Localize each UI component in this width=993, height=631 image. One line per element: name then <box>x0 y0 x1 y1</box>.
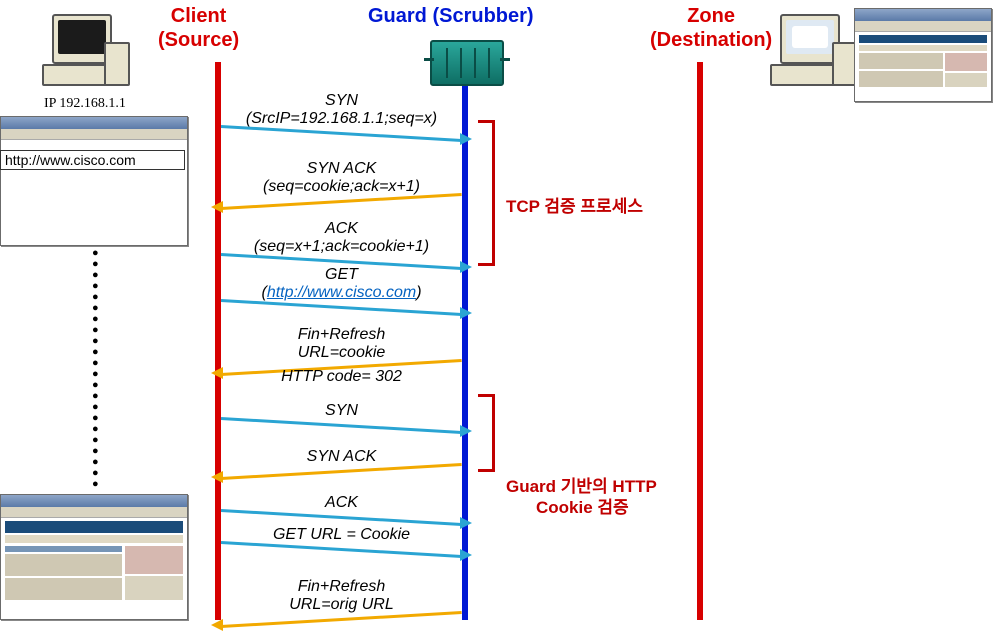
message-arrowhead-3 <box>460 307 472 319</box>
zone-title-l2: (Destination) <box>650 29 772 51</box>
lane-zone-title: Zone (Destination) <box>650 4 772 52</box>
message-arrowhead-9 <box>460 549 472 561</box>
message-arrowhead-8 <box>460 517 472 529</box>
lifeline-guard <box>462 62 468 620</box>
message-label-3: GET(http://www.cisco.com) <box>227 266 457 303</box>
client-title-l2: (Source) <box>158 29 239 51</box>
message-arrowhead-10 <box>211 619 223 631</box>
guard-title-l2: (Scrubber) <box>432 5 533 27</box>
message-label-2: ACK(seq=x+1;ack=cookie+1) <box>227 220 457 257</box>
message-label-8: ACK <box>227 494 457 512</box>
message-label-0: SYN(SrcIP=192.168.1.1;seq=x) <box>227 92 457 129</box>
message-label-10: Fin+RefreshURL=orig URL <box>227 578 457 615</box>
dots-connector: ●●●●●●●●●●●●●●●●●●●●●● <box>92 248 99 490</box>
lane-client-title: Client (Source) <box>158 4 239 52</box>
client-pc-icon <box>42 14 132 94</box>
lifeline-zone <box>697 62 703 620</box>
bracket-0 <box>478 120 495 266</box>
message-arrowhead-0 <box>460 133 472 145</box>
message-label-9: GET URL = Cookie <box>227 526 457 544</box>
client-ip-label: IP 192.168.1.1 <box>44 96 126 112</box>
lifeline-client <box>215 62 221 620</box>
message-arrowhead-7 <box>211 471 223 483</box>
bracket-1 <box>478 394 495 472</box>
message-label-7: SYN ACK <box>227 448 457 466</box>
zone-pc-icon <box>770 14 860 94</box>
message-label-5: HTTP code= 302 <box>227 368 457 386</box>
client-result-browser <box>0 494 188 620</box>
message-arrowhead-6 <box>460 425 472 437</box>
message-label-6: SYN <box>227 402 457 420</box>
client-title-l1: Client <box>171 5 227 27</box>
annotation-1: Guard 기반의 HTTPCookie 검증 <box>506 476 657 519</box>
zone-browser-thumbnail <box>854 8 992 102</box>
message-arrowhead-1 <box>211 201 223 213</box>
message-label-1: SYN ACK(seq=cookie;ack=x+1) <box>227 160 457 197</box>
message-arrowhead-2 <box>460 261 472 273</box>
guard-title-l1: Guard <box>368 5 427 27</box>
lane-guard-title: Guard (Scrubber) <box>368 4 534 28</box>
client-browser-window <box>0 116 188 246</box>
annotation-0: TCP 검증 프로세스 <box>506 196 643 217</box>
zone-title-l1: Zone <box>687 5 735 27</box>
message-label-4: Fin+RefreshURL=cookie <box>227 326 457 363</box>
message-arrowhead-4 <box>211 367 223 379</box>
guard-device-icon <box>430 40 504 86</box>
client-browser-address: http://www.cisco.com <box>0 150 185 170</box>
